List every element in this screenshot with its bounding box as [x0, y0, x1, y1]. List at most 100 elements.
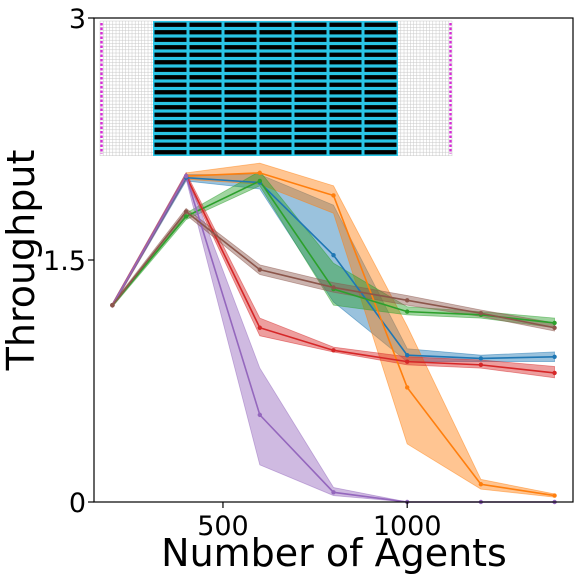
inset-shelf — [294, 97, 327, 102]
y-tick-label-1: 1.5 — [43, 246, 86, 277]
inset-shelf — [329, 37, 362, 42]
inset-shelf — [329, 142, 362, 147]
inset-shelf — [224, 45, 257, 50]
inset-shelf — [294, 120, 327, 125]
inset-shelf — [154, 75, 187, 80]
inset-shelf — [154, 127, 187, 132]
inset-shelf — [364, 90, 397, 95]
inset-shelf — [189, 82, 222, 87]
inset-shelf — [224, 150, 257, 155]
inset-shelf — [294, 127, 327, 132]
inset-shelf — [329, 105, 362, 110]
inset-shelf — [364, 105, 397, 110]
inset-shelf — [224, 112, 257, 117]
inset-shelf — [189, 67, 222, 72]
inset-shelf — [189, 22, 222, 27]
inset-shelf — [154, 30, 187, 35]
inset-shelf — [189, 52, 222, 57]
inset-shelf — [294, 60, 327, 65]
inset-shelf — [259, 67, 292, 72]
point-series-0-5 — [478, 356, 484, 361]
point-series-5-4 — [404, 298, 410, 303]
inset-shelf — [329, 97, 362, 102]
inset-shelf — [154, 37, 187, 42]
inset-shelf — [224, 82, 257, 87]
inset-shelf — [364, 30, 397, 35]
inset-shelf — [259, 60, 292, 65]
point-series-4-3 — [331, 490, 336, 495]
point-series-1-2 — [257, 170, 263, 176]
inset-shelf — [329, 82, 362, 87]
inset-shelf — [329, 45, 362, 50]
point-series-4-2 — [257, 412, 263, 418]
inset-shelf — [189, 90, 222, 95]
point-series-1-5 — [478, 482, 484, 487]
inset-shelf — [259, 90, 292, 95]
point-series-3-3 — [331, 348, 336, 353]
inset-shelf — [259, 45, 292, 50]
inset-shelf — [154, 97, 187, 102]
inset-shelf — [259, 135, 292, 140]
inset-shelf — [259, 97, 292, 102]
inset-shelf — [294, 52, 327, 57]
inset-shelf — [329, 127, 362, 132]
inset-shelf — [154, 120, 187, 125]
point-series-0-3 — [331, 252, 336, 258]
inset-shelf — [259, 150, 292, 155]
inset-aisle-area — [153, 21, 398, 156]
inset-shelf — [259, 127, 292, 132]
inset-shelf — [154, 150, 187, 155]
inset-shelf — [294, 22, 327, 27]
inset-shelf — [154, 142, 187, 147]
point-series-1-6 — [552, 493, 557, 498]
inset-shelf — [259, 22, 292, 27]
band-series-1 — [112, 162, 555, 498]
inset-shelf — [294, 150, 327, 155]
inset-shelf — [294, 142, 327, 147]
inset-shelf — [224, 52, 257, 57]
inset-shelf — [189, 60, 222, 65]
inset-shelf — [224, 22, 257, 27]
x-axis-ticks: 500 1000 — [197, 502, 442, 542]
inset-shelf — [189, 30, 222, 35]
y-tick-label-0: 0 — [69, 488, 86, 519]
inset-shelf — [189, 150, 222, 155]
point-series-5-5 — [478, 311, 484, 316]
inset-shelf — [224, 67, 257, 72]
point-series-5-3 — [331, 285, 336, 290]
band-series-5 — [112, 207, 555, 332]
point-series-0-6 — [552, 354, 557, 359]
point-series-5-1 — [183, 209, 189, 214]
point-series-2-1 — [183, 214, 189, 219]
x-tick-label-0: 500 — [197, 511, 249, 542]
inset-shelf — [329, 112, 362, 117]
inset-shelf — [329, 135, 362, 140]
point-series-2-4 — [404, 309, 410, 314]
inset-shelf — [259, 82, 292, 87]
inset-shelf — [364, 135, 397, 140]
inset-shelf — [154, 22, 187, 27]
inset-shelf — [329, 30, 362, 35]
point-series-3-2 — [257, 325, 263, 330]
inset-shelf — [294, 30, 327, 35]
inset-shelf — [329, 22, 362, 27]
inset-shelf — [259, 120, 292, 125]
inset-shelf — [294, 112, 327, 117]
inset-shelf — [364, 97, 397, 102]
inset-shelf — [364, 82, 397, 87]
inset-shelf — [189, 142, 222, 147]
y-axis-ticks: 01.53 — [43, 4, 94, 519]
point-series-5-0 — [110, 302, 115, 308]
inset-shelf — [189, 75, 222, 80]
inset-shelf — [364, 52, 397, 57]
inset-shelf — [224, 30, 257, 35]
inset-shelf — [189, 37, 222, 42]
inset-shelf — [364, 22, 397, 27]
inset-shelf — [294, 67, 327, 72]
inset-shelf — [364, 142, 397, 147]
inset-shelf — [294, 105, 327, 110]
x-tick-label-1: 1000 — [373, 511, 442, 542]
band-series-0 — [112, 174, 555, 363]
point-series-4-1 — [183, 173, 189, 179]
inset-shelf — [154, 90, 187, 95]
